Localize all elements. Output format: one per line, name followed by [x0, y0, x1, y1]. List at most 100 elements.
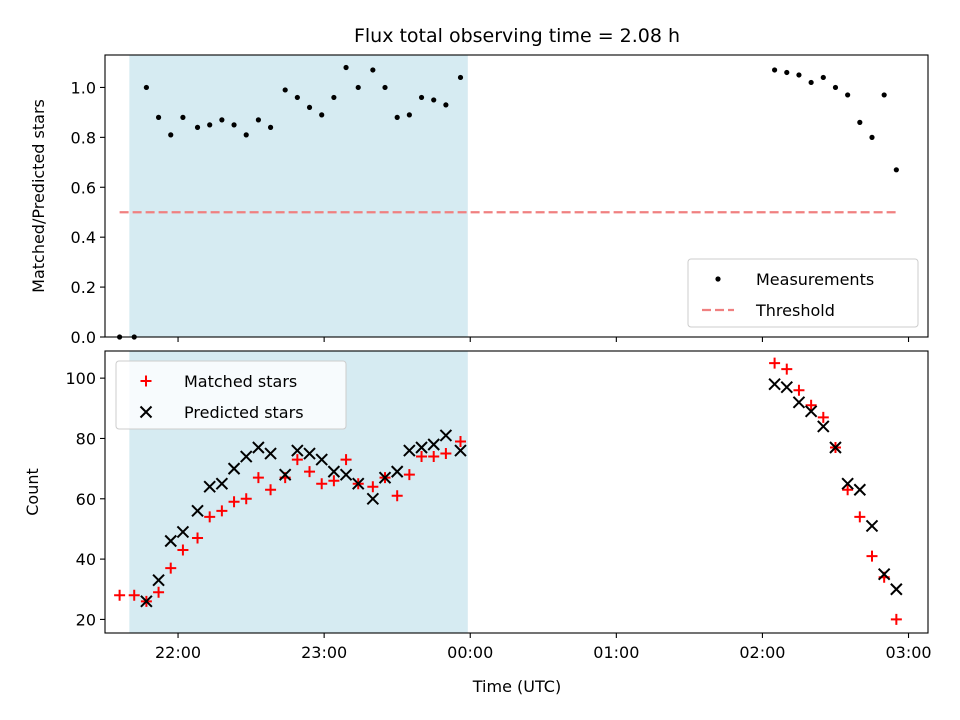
- top-point-measurement-20: [370, 67, 376, 73]
- bottom-point-matched-10: [240, 493, 252, 505]
- bottom-point-matched-22: [391, 490, 403, 502]
- top-point-measurement-14: [294, 94, 300, 101]
- bottom-point-matched-17: [328, 475, 340, 487]
- bottom-point-predicted-25: [454, 444, 467, 457]
- top-point-measurement-6: [194, 124, 201, 130]
- bottom-point-predicted-27: [780, 380, 793, 394]
- top-point-measurement-18: [343, 64, 349, 71]
- top-point-measurement-12: [267, 124, 274, 130]
- bottom-point-predicted-23: [427, 438, 440, 451]
- top-point-measurement-26: [443, 102, 449, 108]
- chart-title: Flux total observing time = 2.08 h: [354, 25, 680, 47]
- bottom-point-matched-20: [367, 481, 379, 493]
- top-point-measurement-21: [382, 84, 388, 91]
- bottom-point-predicted-22: [415, 441, 428, 454]
- top-point-measurement-4: [168, 132, 174, 138]
- bottom-y-tick-label-2: 60: [76, 490, 96, 509]
- top-y-tick-label-3: 0.6: [71, 178, 96, 197]
- bottom-point-predicted-35: [877, 567, 891, 581]
- bottom-point-predicted-33: [853, 483, 867, 496]
- bottom-point-matched-27: [454, 435, 466, 447]
- bottom-point-matched-6: [192, 532, 204, 544]
- bottom-point-predicted-18: [366, 492, 380, 505]
- bottom-point-predicted-17: [352, 477, 365, 490]
- top-y-tick-label-2: 0.4: [71, 228, 96, 247]
- bottom-x-tick-label-3: 01:00: [593, 643, 639, 662]
- bottom-point-matched-38: [890, 613, 902, 625]
- bottom-x-tick-label-1: 23:00: [301, 643, 347, 662]
- bottom-point-matched-3: [153, 586, 165, 598]
- bottom-legend-marker-0: [140, 375, 152, 387]
- top-point-measurement-16: [319, 112, 325, 118]
- top-point-measurement-5: [180, 114, 186, 120]
- bottom-y-axis-label: Count: [23, 468, 42, 516]
- bottom-point-matched-14: [291, 454, 303, 466]
- bottom-point-predicted-0: [140, 595, 153, 608]
- top-y-tick-label-1: 0.2: [71, 278, 96, 297]
- bottom-point-predicted-5: [203, 480, 216, 493]
- top-legend-marker-0: [715, 276, 721, 282]
- bottom-point-matched-5: [177, 544, 189, 556]
- bottom-point-matched-1: [128, 589, 140, 601]
- bottom-point-matched-12: [265, 484, 277, 496]
- x-axis-label: Time (UTC): [472, 677, 561, 696]
- bottom-point-matched-36: [866, 550, 878, 562]
- bottom-point-matched-15: [304, 466, 316, 478]
- bottom-point-matched-23: [403, 469, 415, 481]
- bottom-point-predicted-8: [240, 450, 253, 463]
- top-y-tick-label-4: 0.8: [71, 128, 96, 147]
- bottom-x-tick-label-0: 22:00: [155, 643, 201, 662]
- bottom-point-predicted-15: [327, 465, 341, 478]
- bottom-point-matched-29: [781, 363, 793, 375]
- bottom-point-matched-0: [114, 589, 126, 601]
- bottom-y-tick-label-1: 40: [76, 550, 96, 569]
- bottom-legend-box: [115, 360, 347, 430]
- bottom-x-tick-label-4: 02:00: [739, 643, 785, 662]
- bottom-y-tick-label-3: 80: [76, 429, 96, 448]
- top-point-measurement-34: [845, 92, 851, 98]
- bottom-x-tick-label-5: 03:00: [885, 643, 931, 662]
- top-point-measurement-23: [406, 112, 412, 118]
- top-legend-label-1: Threshold: [755, 301, 835, 320]
- top-point-measurement-37: [881, 92, 887, 98]
- top-point-measurement-13: [282, 87, 288, 93]
- bottom-point-predicted-13: [303, 447, 316, 460]
- bottom-point-matched-9: [228, 496, 240, 508]
- bottom-point-predicted-28: [792, 396, 806, 409]
- bottom-point-predicted-2: [164, 534, 177, 548]
- top-point-measurement-19: [355, 84, 361, 91]
- top-axes-frame: [104, 54, 929, 338]
- bottom-panel: 20 40 60 80 100 22:00 23:00 00:00 01:00 02:00 03:0…: [65, 350, 932, 662]
- bottom-y-tick-label-4: 100: [65, 369, 96, 388]
- top-point-measurement-33: [832, 84, 839, 91]
- top-legend-label-0: Measurements: [756, 270, 874, 289]
- top-point-measurement-32: [820, 74, 826, 81]
- bottom-point-matched-4: [165, 562, 177, 574]
- bottom-point-matched-31: [805, 399, 817, 411]
- top-point-measurement-24: [418, 94, 425, 101]
- bottom-legend-label-1: Predicted stars: [184, 403, 304, 422]
- top-legend-box: [687, 258, 919, 328]
- bottom-point-predicted-21: [403, 444, 416, 457]
- bottom-point-predicted-16: [339, 468, 353, 481]
- top-point-measurement-9: [231, 122, 237, 128]
- bottom-point-predicted-29: [804, 405, 818, 418]
- top-point-measurement-38: [893, 167, 899, 173]
- bottom-point-predicted-6: [215, 477, 229, 490]
- bottom-point-matched-32: [817, 411, 829, 423]
- bottom-point-matched-34: [842, 484, 854, 496]
- top-point-measurement-10: [243, 132, 249, 138]
- bottom-point-predicted-24: [439, 429, 453, 442]
- top-y-tick-label-5: 1.0: [71, 78, 96, 97]
- bottom-legend-label-0: Matched stars: [184, 372, 297, 391]
- top-point-measurement-25: [431, 97, 437, 103]
- top-point-measurement-11: [255, 117, 261, 123]
- top-point-measurement-36: [869, 134, 875, 140]
- bottom-point-predicted-26: [768, 377, 781, 391]
- top-point-measurement-15: [306, 104, 313, 111]
- bottom-point-predicted-9: [252, 441, 265, 454]
- bottom-point-matched-11: [252, 472, 264, 484]
- bottom-point-predicted-7: [227, 462, 241, 475]
- top-y-tick-label-0: 0.0: [71, 328, 96, 347]
